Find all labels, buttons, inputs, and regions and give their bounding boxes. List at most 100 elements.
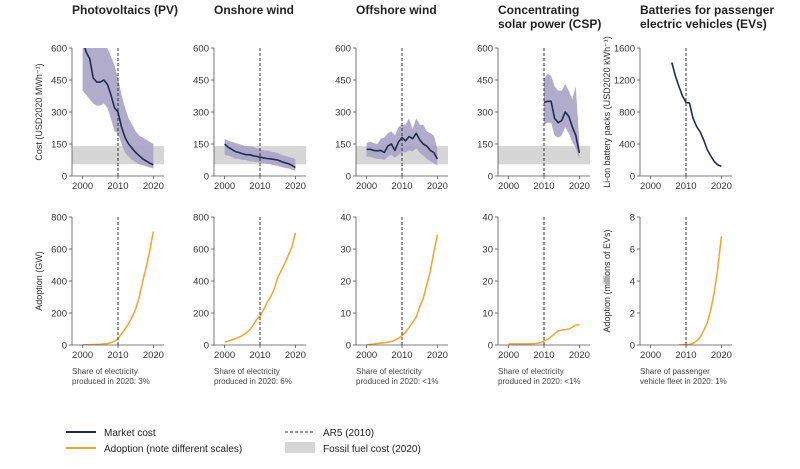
- y-tick-label: 0: [630, 341, 635, 352]
- y-tick-label: 0: [630, 172, 635, 183]
- market-cost-line: [224, 143, 296, 169]
- y-tick-label: 450: [193, 76, 209, 87]
- panel-title: Onshore wind: [214, 3, 294, 17]
- adoption-plot-area: [678, 236, 723, 345]
- x-tick-label: 2010: [107, 181, 128, 192]
- adoption-plot: 0 10 20 30 40 2000 2010 2020: [340, 213, 448, 361]
- y-tick-label: 400: [51, 277, 67, 288]
- panel-title: Offshore wind: [356, 3, 437, 17]
- x-tick-label: 2010: [107, 350, 128, 361]
- x-tick-label: 2020: [285, 181, 306, 192]
- adoption-line: [366, 234, 439, 345]
- y-tick-label: 0: [62, 172, 67, 183]
- market-cost-line: [84, 48, 154, 166]
- share-note: Share of electricity: [356, 367, 422, 376]
- y-tick-label: 600: [51, 245, 67, 256]
- adoption-plot-area: [366, 234, 439, 345]
- y-tick-label: 600: [193, 245, 209, 256]
- x-tick-label: 2000: [640, 181, 661, 192]
- x-tick-label: 2020: [427, 181, 448, 192]
- adoption-line: [508, 323, 580, 345]
- x-tick-label: 2000: [356, 181, 377, 192]
- x-tick-label: 2020: [711, 181, 732, 192]
- x-tick-label: 2000: [72, 181, 93, 192]
- y-tick-label: 600: [477, 44, 493, 55]
- y-tick-label: 0: [346, 172, 351, 183]
- share-note: Share of electricity: [498, 367, 564, 376]
- adoption-plot: 0 2 4 6 8 2000 2010 2020 Adoption (millions of E…: [602, 213, 732, 361]
- x-tick-label: 2000: [356, 350, 377, 361]
- y-axis-label: Adoption (millions of EVs): [602, 229, 612, 332]
- y-tick-label: 150: [477, 140, 493, 151]
- legend-fossil-swatch: [285, 442, 315, 453]
- cost-plot-area: [671, 62, 722, 168]
- x-tick-label: 2020: [143, 350, 164, 361]
- y-tick-label: 20: [340, 277, 351, 288]
- legend-market-label: Market cost: [104, 428, 156, 439]
- share-note: produced in 2020: <1%: [356, 377, 439, 386]
- adoption-plot: 0 200 400 600 800 2000 2010 2020: [193, 213, 306, 361]
- y-tick-label: 0: [488, 172, 493, 183]
- y-tick-label: 1600: [614, 44, 635, 55]
- adoption-line: [224, 232, 297, 344]
- y-tick-label: 800: [619, 108, 635, 119]
- y-tick-label: 2: [630, 309, 635, 320]
- adoption-plot-area: [224, 232, 297, 344]
- cost-plot: 0 400 800 1200 1600 2000 2010 2020 Li-on battery…: [602, 36, 732, 192]
- y-tick-label: 0: [204, 341, 209, 352]
- share-note: Share of passenger: [640, 367, 710, 376]
- y-tick-label: 10: [340, 309, 351, 320]
- x-tick-label: 2020: [711, 350, 732, 361]
- share-note: produced in 2020: 3%: [72, 377, 150, 386]
- x-tick-label: 2000: [640, 350, 661, 361]
- x-tick-label: 2010: [391, 181, 412, 192]
- adoption-plot: 0 10 20 30 40 2000 2010 2020: [482, 213, 590, 361]
- y-tick-label: 150: [51, 140, 67, 151]
- y-tick-label: 0: [346, 341, 351, 352]
- cost-range-band: [544, 73, 580, 159]
- y-tick-label: 400: [193, 277, 209, 288]
- cost-plot: 0 150 300 450 600 2000 2010 2020: [477, 44, 590, 192]
- x-tick-label: 2020: [143, 181, 164, 192]
- y-tick-label: 10: [482, 309, 493, 320]
- y-axis-label: Adoption (GW): [34, 251, 44, 311]
- x-tick-label: 2010: [249, 181, 270, 192]
- y-axis-label: Cost (USD2020 MWh⁻¹): [34, 63, 44, 160]
- x-tick-label: 2020: [569, 181, 590, 192]
- panel-1: Onshore wind 0 150 300 450 600 2000 2010 2020 0 20…: [193, 3, 306, 386]
- y-tick-label: 300: [335, 108, 351, 119]
- x-tick-label: 2000: [498, 350, 519, 361]
- share-note: produced in 2020: <1%: [498, 377, 581, 386]
- y-tick-label: 800: [193, 213, 209, 224]
- y-tick-label: 0: [62, 341, 67, 352]
- y-tick-label: 6: [630, 245, 635, 256]
- y-tick-label: 0: [488, 341, 493, 352]
- legend-fossil-label: Fossil fuel cost (2020): [323, 444, 421, 455]
- y-tick-label: 20: [482, 277, 493, 288]
- y-tick-label: 600: [51, 44, 67, 55]
- x-tick-label: 2020: [427, 350, 448, 361]
- adoption-plot-area: [508, 323, 580, 345]
- market-cost-line: [671, 62, 722, 168]
- y-tick-label: 450: [335, 76, 351, 87]
- share-note: Share of electricity: [72, 367, 138, 376]
- y-axis-label: Li-on battery packs (USD2020 kWh⁻¹): [602, 36, 612, 188]
- x-tick-label: 2010: [533, 350, 554, 361]
- share-note: vehicle fleet in 2020: 1%: [640, 377, 727, 386]
- y-tick-label: 150: [193, 140, 209, 151]
- cost-plot: 0 150 300 450 600 2000 2010 2020 Cost (USD2020 M…: [34, 44, 164, 192]
- x-tick-label: 2010: [675, 350, 696, 361]
- y-tick-label: 200: [193, 309, 209, 320]
- y-tick-label: 30: [482, 245, 493, 256]
- y-tick-label: 150: [335, 140, 351, 151]
- y-tick-label: 0: [204, 172, 209, 183]
- panel-2: Offshore wind 0 150 300 450 600 2000 2010 2020 0 1…: [335, 3, 448, 386]
- panel-title: Photovoltaics (PV): [72, 3, 178, 17]
- y-tick-label: 300: [193, 108, 209, 119]
- x-tick-label: 2000: [214, 350, 235, 361]
- y-tick-label: 300: [51, 108, 67, 119]
- y-tick-label: 400: [619, 140, 635, 151]
